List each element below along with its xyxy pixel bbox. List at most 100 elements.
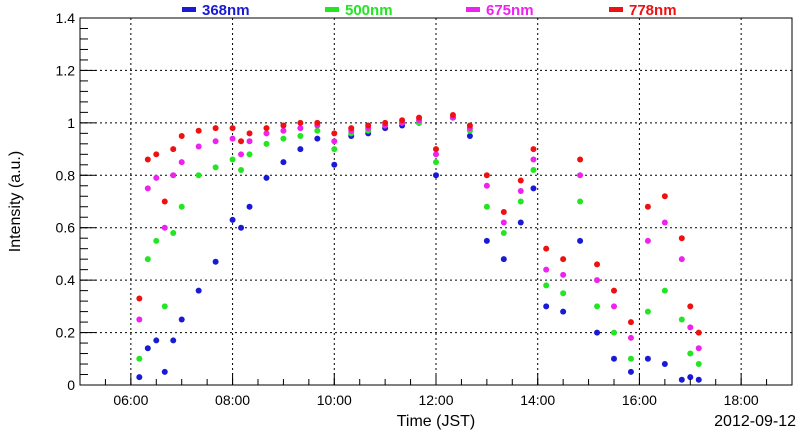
data-point [543,303,550,310]
data-point [238,167,245,174]
data-point [263,174,270,181]
data-point [246,151,253,158]
data-point [170,146,177,153]
data-point [611,287,617,294]
data-point [517,188,524,195]
data-point [611,355,617,362]
data-point [331,138,338,145]
data-point [280,122,287,129]
data-point [229,125,236,132]
data-point [449,111,456,118]
data-point [661,361,668,368]
y-tick-label: 1 [67,115,75,131]
data-point [577,237,584,244]
data-point [530,146,537,153]
legend: 368nm 500nm 675nm 778nm [182,2,677,19]
data-point [297,125,304,132]
y-tick-label: 0.8 [56,167,76,183]
data-point [627,319,634,326]
data-point [314,127,321,134]
data-point [644,237,651,244]
data-point [661,193,668,200]
data-point [644,308,651,315]
data-point [178,132,185,139]
data-point [560,271,567,278]
data-point [280,135,287,142]
data-point [687,324,694,331]
data-point [297,132,304,139]
data-point [530,185,537,192]
data-point [246,130,253,137]
data-point [246,138,253,145]
data-point [466,132,473,139]
x-tick-label: 10:00 [317,392,352,408]
series-778nm [136,111,702,336]
data-point [577,172,584,179]
y-axis-title: Intensity (a.u.) [7,151,24,252]
data-point [331,146,338,153]
legend-swatch [609,7,623,12]
data-point [212,125,219,132]
data-point [517,177,524,184]
data-point [238,224,245,231]
data-point [246,203,253,210]
data-point [644,203,651,210]
data-point [530,156,537,163]
data-point [416,114,423,121]
data-point [136,355,143,362]
data-point [212,258,219,265]
data-point [695,376,702,383]
data-point [678,376,685,383]
legend-label: 675nm [486,2,534,19]
data-point [348,125,355,132]
data-point [314,135,321,142]
data-point [365,122,372,129]
series-368nm [136,114,702,383]
axis-ticks: 06:00 08:00 10:00 12:00 14:00 16:00 18:00 0 0.2 0… [56,10,793,408]
data-point [695,345,702,352]
data-point [678,256,685,263]
data-point [687,350,694,357]
data-point [153,237,160,244]
data-point [263,130,270,137]
data-point [678,235,685,242]
x-tick-label: 06:00 [113,392,148,408]
y-tick-label: 1.2 [56,62,76,78]
data-point [263,140,270,147]
data-point [212,164,219,171]
data-point [483,203,490,210]
legend-swatch [325,7,339,12]
x-tick-label: 18:00 [724,392,759,408]
data-point [661,219,668,226]
data-point [382,119,389,126]
data-point [161,368,168,375]
data-point [500,208,507,215]
data-point [577,198,584,205]
data-point [560,308,567,315]
data-point [433,159,439,166]
x-axis-title: Time (JST) [397,413,476,430]
data-point [161,224,168,231]
data-point [560,256,567,263]
x-tick-label: 16:00 [622,392,657,408]
data-point [280,127,287,134]
data-point [433,146,439,153]
x-tick-label: 12:00 [418,392,453,408]
data-point [678,316,685,323]
data-point [144,185,151,192]
data-point [644,355,651,362]
plot-points [136,111,702,383]
data-point [594,277,601,284]
data-point [560,290,567,297]
x-tick-label: 14:00 [520,392,555,408]
data-point [627,355,634,362]
data-point [483,172,490,179]
data-point [399,117,406,124]
data-point [195,172,202,179]
x-tick-label: 08:00 [215,392,250,408]
data-point [178,316,185,323]
data-point [161,303,168,310]
date-label: 2012-09-12 [714,413,796,430]
legend-swatch [182,7,196,12]
